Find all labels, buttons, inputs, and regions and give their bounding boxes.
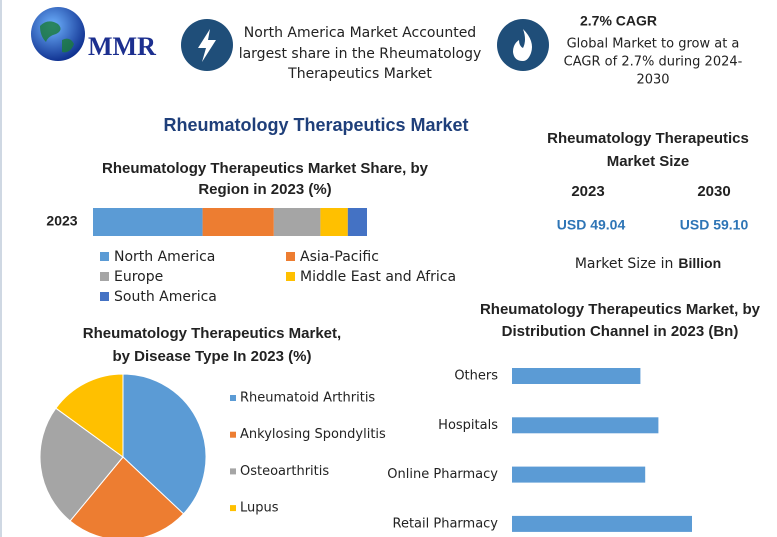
legend-swatch: [100, 292, 109, 301]
category-label: Hospitals: [438, 418, 498, 433]
size-title: Market Size: [607, 153, 690, 170]
logo-globe: [31, 7, 85, 61]
highlight-line: Therapeutics Market: [287, 66, 432, 82]
bar: [512, 368, 641, 384]
flame-icon: [497, 19, 549, 71]
size-note-text: Market Size in: [575, 256, 674, 272]
chart-title: Region in 2023 (%): [198, 181, 331, 198]
bar: [512, 417, 659, 434]
size-value: USD 49.04: [557, 217, 626, 233]
legend-swatch: [230, 431, 236, 438]
cagr-line: CAGR of 2.7% during 2024-: [564, 55, 743, 70]
pie-slice: [122, 373, 207, 515]
category-label: 2023: [46, 213, 77, 229]
cagr-line: 2030: [636, 73, 669, 88]
size-year: 2023: [571, 183, 604, 200]
bar-segment: [273, 208, 321, 236]
chart-title: Rheumatology Therapeutics Market Share, …: [102, 160, 429, 177]
legend-swatch: [230, 505, 236, 512]
legend-swatch: [230, 395, 236, 401]
legend-label: Lupus: [240, 501, 279, 516]
category-label: Online Pharmacy: [387, 467, 498, 482]
legend-label: South America: [114, 289, 217, 305]
logo-land: [40, 21, 74, 53]
size-year: 2030: [697, 183, 730, 200]
size-note-unit: Billion: [678, 255, 721, 271]
legend-label: Ankylosing Spondylitis: [240, 427, 386, 442]
legend-label: Rheumatoid Arthritis: [240, 391, 375, 406]
bar-segment: [202, 208, 274, 236]
cagr-title: 2.7% CAGR: [580, 13, 657, 29]
legend-swatch: [100, 252, 109, 261]
size-note: Market Size in Billion: [575, 255, 721, 272]
legend-label: North America: [114, 249, 215, 265]
size-value: USD 59.10: [680, 217, 749, 233]
pie-slice: [55, 373, 124, 458]
legend-label: Asia-Pacific: [300, 249, 379, 265]
main-title: Rheumatology Therapeutics Market: [163, 115, 468, 135]
legend-swatch: [286, 252, 295, 261]
legend-swatch: [286, 272, 295, 281]
bar: [512, 466, 646, 483]
legend-swatch: [230, 468, 236, 475]
cagr-line: Global Market to grow at a: [567, 37, 740, 52]
logo-text: MMR: [88, 32, 156, 61]
highlight-line: largest share in the Rheumatology: [239, 46, 482, 62]
legend-label: Osteoarthritis: [240, 464, 329, 479]
bar: [512, 515, 692, 532]
highlight-line: North America Market Accounted: [244, 25, 476, 41]
chart-title: Rheumatology Therapeutics Market,: [83, 325, 341, 342]
legend-swatch: [100, 272, 109, 281]
legend-label: Europe: [114, 269, 163, 285]
bolt-shape: [198, 29, 216, 62]
chart-title: Distribution Channel in 2023 (Bn): [502, 323, 739, 340]
size-title: Rheumatology Therapeutics: [547, 130, 749, 147]
flame-shape: [513, 29, 532, 61]
category-label: Retail Pharmacy: [393, 516, 499, 531]
category-label: Others: [454, 369, 498, 384]
chart-title: by Disease Type In 2023 (%): [113, 348, 312, 365]
pie-slice: [69, 456, 185, 537]
pie-slice: [39, 407, 124, 522]
bar-segment: [320, 208, 348, 236]
chart-title: Rheumatology Therapeutics Market, by: [480, 301, 761, 318]
bar-segment: [93, 208, 203, 236]
legend-label: Middle East and Africa: [300, 269, 456, 285]
bar-segment: [347, 208, 367, 236]
